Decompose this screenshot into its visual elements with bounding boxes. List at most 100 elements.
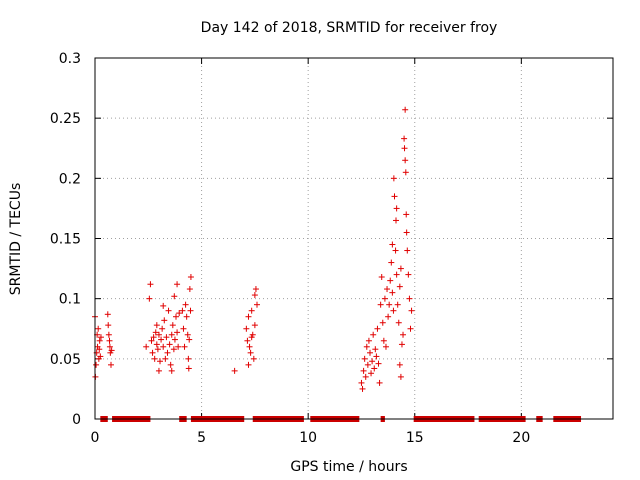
x-axis-label: GPS time / hours	[290, 459, 407, 475]
data-point	[174, 281, 181, 288]
data-point	[150, 334, 157, 341]
data-point	[389, 289, 396, 296]
data-point	[402, 169, 409, 176]
y-tick-label: 0.15	[50, 232, 81, 248]
data-point	[393, 205, 400, 212]
data-point	[176, 310, 183, 317]
data-point	[161, 317, 168, 324]
data-point	[393, 271, 400, 278]
data-point	[398, 341, 405, 348]
data-point	[376, 379, 383, 386]
data-point	[250, 355, 257, 362]
data-point	[163, 334, 170, 341]
data-point	[368, 370, 375, 377]
data-point	[372, 346, 379, 353]
y-tick-label: 0.25	[50, 111, 81, 127]
data-point	[370, 331, 377, 338]
data-point	[401, 145, 408, 152]
data-point	[106, 343, 113, 350]
data-point	[248, 334, 255, 341]
data-point	[378, 274, 385, 281]
data-point	[160, 302, 167, 309]
data-point	[371, 365, 378, 372]
data-point	[97, 353, 104, 360]
data-point	[384, 286, 391, 293]
data-point	[395, 319, 402, 326]
data-point	[408, 307, 415, 314]
data-point	[154, 346, 161, 353]
data-point	[155, 331, 162, 338]
data-point	[373, 353, 380, 360]
data-point	[251, 322, 258, 329]
data-point	[362, 373, 369, 380]
data-point	[171, 336, 178, 343]
data-point	[246, 343, 253, 350]
x-tick-label: 5	[197, 430, 206, 446]
data-point	[173, 313, 180, 320]
data-point	[168, 331, 175, 338]
data-point	[174, 329, 181, 336]
data-points	[92, 106, 415, 392]
data-point	[392, 247, 399, 254]
data-point	[369, 358, 376, 365]
data-point	[96, 337, 103, 344]
data-point	[254, 301, 261, 308]
data-point	[403, 211, 410, 218]
x-tick-label: 15	[406, 430, 424, 446]
data-point	[401, 135, 408, 142]
grid	[95, 58, 613, 419]
data-point	[143, 343, 150, 350]
data-point	[400, 331, 407, 338]
data-point	[165, 307, 172, 314]
data-point	[251, 292, 258, 299]
data-point	[157, 358, 164, 365]
data-point	[159, 325, 166, 332]
data-point	[381, 295, 388, 302]
x-tick-label: 10	[299, 430, 317, 446]
data-point	[397, 373, 404, 380]
data-point	[397, 265, 404, 272]
data-point	[148, 337, 155, 344]
data-point	[389, 241, 396, 248]
data-point	[169, 322, 176, 329]
data-point	[390, 175, 397, 182]
data-point	[183, 313, 190, 320]
data-point	[402, 106, 409, 113]
data-point	[380, 337, 387, 344]
data-point	[391, 193, 398, 200]
data-point	[168, 367, 175, 374]
data-point	[358, 379, 365, 386]
data-point	[184, 331, 191, 338]
data-point	[186, 286, 193, 293]
data-point	[248, 307, 255, 314]
data-point	[146, 295, 153, 302]
y-axis-label: SRMTID / TECUs	[8, 183, 24, 296]
data-point	[385, 313, 392, 320]
y-tick-label: 0.05	[50, 352, 81, 368]
data-point	[105, 331, 112, 338]
data-point	[231, 367, 238, 374]
data-point	[363, 343, 370, 350]
data-point	[405, 271, 412, 278]
data-point	[181, 343, 188, 350]
data-point	[171, 293, 178, 300]
data-point	[179, 307, 186, 314]
data-point	[153, 341, 160, 348]
y-tick-label: 0.2	[59, 171, 81, 187]
data-point	[390, 307, 397, 314]
data-point	[185, 355, 192, 362]
data-point	[366, 349, 373, 356]
data-point	[186, 336, 193, 343]
data-point	[182, 301, 189, 308]
data-point	[160, 343, 167, 350]
data-point	[396, 361, 403, 368]
data-point	[244, 337, 251, 344]
data-point	[153, 322, 160, 329]
data-point	[386, 301, 393, 308]
x-tick-label: 0	[91, 430, 100, 446]
y-tick-label: 0	[72, 412, 81, 428]
data-point	[252, 286, 259, 293]
data-point	[379, 319, 386, 326]
data-point	[152, 329, 159, 336]
data-point	[95, 325, 102, 332]
